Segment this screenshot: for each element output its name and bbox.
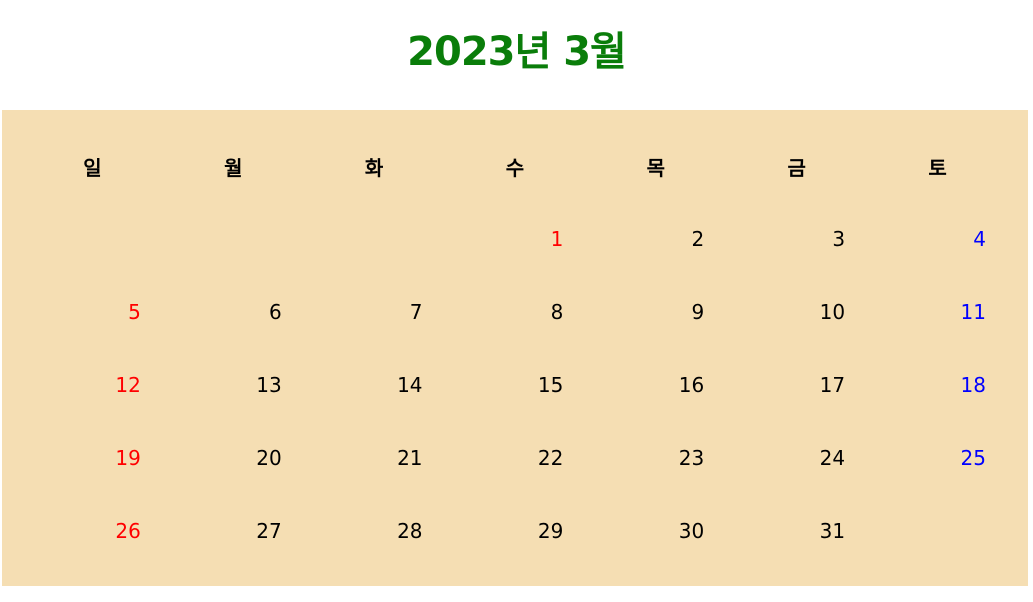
day-cell: 27: [256, 518, 282, 543]
day-cell: 26: [115, 518, 141, 543]
day-cell: 17: [819, 372, 846, 397]
day-cell: 9: [691, 299, 705, 324]
day-cell: 24: [819, 445, 846, 470]
day-cell: 16: [678, 372, 705, 397]
day-cell: 25: [960, 445, 986, 470]
day-cell: 13: [256, 372, 282, 397]
week-row-2: 5 6 7 8 9 10 11: [22, 275, 1008, 348]
day-cell: 5: [128, 299, 141, 324]
day-cell: 6: [268, 299, 282, 324]
day-cell: 19: [115, 445, 141, 470]
weekday-wed: 수: [505, 155, 525, 180]
day-cell: 12: [115, 372, 141, 397]
week-row-4: 19 20 21 22 23 24 25: [22, 421, 1008, 494]
calendar-panel: 일 월 화 수 목 금 토 1 2 3 4 5 6 7: [2, 110, 1028, 586]
week-row-1: 1 2 3 4: [22, 202, 1008, 275]
day-cell: 3: [832, 226, 846, 251]
day-cell: [163, 202, 304, 275]
weekday-sat: 토: [928, 155, 947, 180]
day-cell: 15: [537, 372, 564, 397]
day-cell: 18: [960, 372, 986, 397]
day-cell: 7: [409, 299, 423, 324]
day-cell: 14: [397, 372, 423, 397]
week-row-3: 12 13 14 15 16 17 18: [22, 348, 1008, 421]
day-cell: 10: [819, 299, 846, 324]
day-cell: 21: [397, 445, 423, 470]
weekday-header-row: 일 월 화 수 목 금 토: [22, 130, 1008, 202]
calendar-grid: 일 월 화 수 목 금 토 1 2 3 4 5 6 7: [22, 130, 1008, 567]
weekday-tue: 화: [364, 155, 384, 180]
day-cell: [304, 202, 445, 275]
day-cell: 8: [550, 299, 564, 324]
calendar-title: 2023년 3월: [407, 29, 627, 75]
weekday-sun: 일: [83, 155, 102, 180]
weekday-mon: 월: [224, 155, 243, 180]
weekday-thu: 목: [646, 155, 665, 180]
day-cell: 31: [819, 518, 846, 543]
day-cell: 30: [678, 518, 705, 543]
day-cell: 23: [678, 445, 705, 470]
day-cell: [867, 494, 1008, 567]
day-cell: 11: [960, 299, 986, 324]
day-cell: 29: [537, 518, 564, 543]
day-cell: 22: [537, 445, 564, 470]
week-row-5: 26 27 28 29 30 31: [22, 494, 1008, 567]
day-cell: 4: [973, 226, 986, 251]
day-cell: 28: [397, 518, 423, 543]
day-cell: 1: [550, 226, 564, 251]
day-cell: [22, 202, 163, 275]
day-cell: 20: [256, 445, 282, 470]
weekday-fri: 금: [787, 155, 806, 180]
day-cell: 2: [691, 226, 705, 251]
